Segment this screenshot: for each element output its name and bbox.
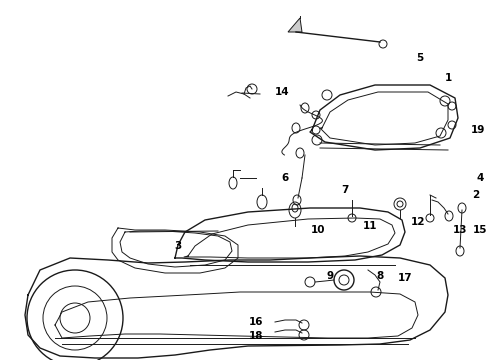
Text: 16: 16 — [249, 317, 263, 327]
Text: 4: 4 — [476, 173, 484, 183]
Text: 15: 15 — [473, 225, 487, 235]
Text: 10: 10 — [311, 225, 325, 235]
Text: 17: 17 — [398, 273, 412, 283]
Text: 11: 11 — [363, 221, 377, 231]
Text: 2: 2 — [472, 190, 480, 200]
Text: 19: 19 — [471, 125, 485, 135]
Text: 8: 8 — [376, 271, 384, 281]
Text: 18: 18 — [249, 331, 263, 341]
Text: 7: 7 — [342, 185, 349, 195]
Text: 12: 12 — [411, 217, 425, 227]
Text: 5: 5 — [416, 53, 424, 63]
Text: 1: 1 — [444, 73, 452, 83]
Text: 6: 6 — [281, 173, 289, 183]
Text: 14: 14 — [275, 87, 289, 97]
Text: 9: 9 — [326, 271, 334, 281]
Polygon shape — [288, 18, 302, 32]
Text: 13: 13 — [453, 225, 467, 235]
Text: 3: 3 — [174, 241, 182, 251]
